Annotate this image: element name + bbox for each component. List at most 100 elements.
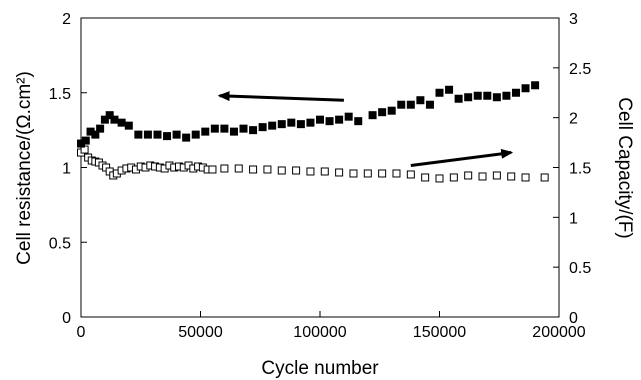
resistance-point	[368, 111, 377, 120]
capacity-point	[521, 173, 530, 182]
resistance-point	[239, 124, 248, 133]
resistance-point	[210, 124, 219, 133]
right-y-tick-label: 2.5	[569, 61, 591, 78]
right-y-tick-label: 2	[569, 111, 578, 128]
right-y-tick-label: 1	[569, 210, 578, 227]
capacity-point	[263, 165, 272, 174]
resistance-point	[153, 130, 162, 139]
capacity-point	[306, 167, 315, 176]
capacity-point	[421, 173, 430, 182]
resistance-point	[96, 124, 105, 133]
resistance-point	[531, 81, 540, 90]
resistance-point	[502, 91, 511, 100]
resistance-point	[325, 117, 334, 126]
x-axis-label: Cycle number	[261, 358, 379, 379]
resistance-point	[378, 108, 387, 117]
right-y-axis-ticks: 0 0.5 1 1.5 2 2.5 3	[553, 11, 591, 327]
x-axis-ticks: 0 50000 100000 150000 200000	[77, 311, 586, 341]
left-y-tick-label: 0.5	[49, 235, 71, 252]
resistance-point	[81, 136, 90, 145]
resistance-point	[86, 127, 95, 136]
resistance-point	[416, 96, 425, 105]
resistance-point	[306, 118, 315, 127]
resistance-point	[492, 93, 501, 102]
capacity-point	[378, 169, 387, 178]
x-tick-label: 150000	[413, 324, 466, 341]
x-tick-label: 100000	[293, 324, 346, 341]
capacity-point	[363, 169, 372, 178]
resistance-point	[354, 117, 363, 126]
capacity-point	[320, 167, 329, 176]
right-y-axis-label: Cell Capacity/(F)	[614, 97, 635, 238]
resistance-point	[316, 115, 324, 124]
resistance-point	[268, 121, 277, 130]
resistance-point	[397, 100, 406, 109]
resistance-point	[182, 133, 191, 142]
right-y-tick-label: 3	[569, 11, 578, 28]
resistance-point	[77, 139, 85, 148]
annotation-arrows	[217, 91, 514, 167]
resistance-point	[201, 127, 210, 136]
resistance-point	[435, 88, 444, 97]
capacity-point	[249, 165, 258, 174]
resistance-point	[521, 84, 530, 93]
right-y-tick-label: 1.5	[569, 161, 591, 178]
capacity-point	[277, 166, 286, 175]
resistance-point	[249, 126, 258, 135]
capacity-point	[464, 171, 473, 180]
resistance-point	[229, 127, 238, 136]
left-axis-arrow	[217, 91, 344, 102]
resistance-point	[511, 88, 520, 97]
capacity-point	[220, 164, 229, 173]
right-axis-arrow	[410, 148, 514, 167]
resistance-point	[143, 130, 152, 139]
resistance-point	[296, 120, 305, 129]
resistance-point	[464, 93, 473, 102]
resistance-point	[483, 91, 492, 100]
capacity-point	[234, 164, 243, 173]
left-y-axis-ticks: 0 0.5 1 1.5 2	[49, 11, 87, 327]
capacity-point	[335, 168, 344, 177]
left-y-tick-label: 1	[62, 161, 71, 178]
resistance-point	[277, 120, 286, 129]
capacity-point	[406, 170, 415, 179]
left-y-tick-label: 1.5	[49, 86, 71, 103]
left-y-axis-label: Cell resistance/(Ω.cm²)	[14, 71, 35, 265]
left-y-tick-label: 2	[62, 11, 71, 28]
capacity-point	[478, 172, 487, 181]
x-tick-label: 0	[77, 324, 86, 341]
right-y-tick-label: 0	[569, 310, 578, 327]
resistance-point	[91, 130, 100, 139]
capacity-point	[435, 174, 444, 183]
x-tick-label: 50000	[178, 324, 223, 341]
resistance-point	[100, 115, 109, 124]
resistance-point	[425, 100, 434, 109]
resistance-point	[258, 123, 267, 132]
capacity-point	[292, 166, 301, 175]
resistance-point	[117, 118, 126, 127]
resistance-point	[387, 106, 396, 115]
resistance-point	[406, 100, 415, 109]
resistance-point	[110, 115, 119, 124]
resistance-point	[105, 111, 114, 120]
capacity-series	[77, 145, 549, 183]
x-tick-label: 200000	[532, 324, 585, 341]
resistance-point	[335, 115, 344, 124]
right-y-tick-label: 0.5	[569, 260, 591, 277]
resistance-point	[220, 124, 229, 133]
resistance-point	[134, 130, 143, 139]
resistance-point	[124, 121, 133, 130]
resistance-point	[445, 85, 454, 94]
capacity-point	[540, 173, 549, 182]
capacity-point	[449, 173, 458, 182]
capacity-point	[507, 172, 516, 181]
resistance-point	[172, 130, 181, 139]
capacity-point	[349, 169, 358, 178]
resistance-point	[454, 94, 463, 103]
resistance-point	[163, 132, 172, 141]
left-y-tick-label: 0	[62, 310, 71, 327]
capacity-point	[392, 169, 401, 178]
resistance-point	[287, 118, 296, 127]
resistance-series	[77, 81, 540, 148]
